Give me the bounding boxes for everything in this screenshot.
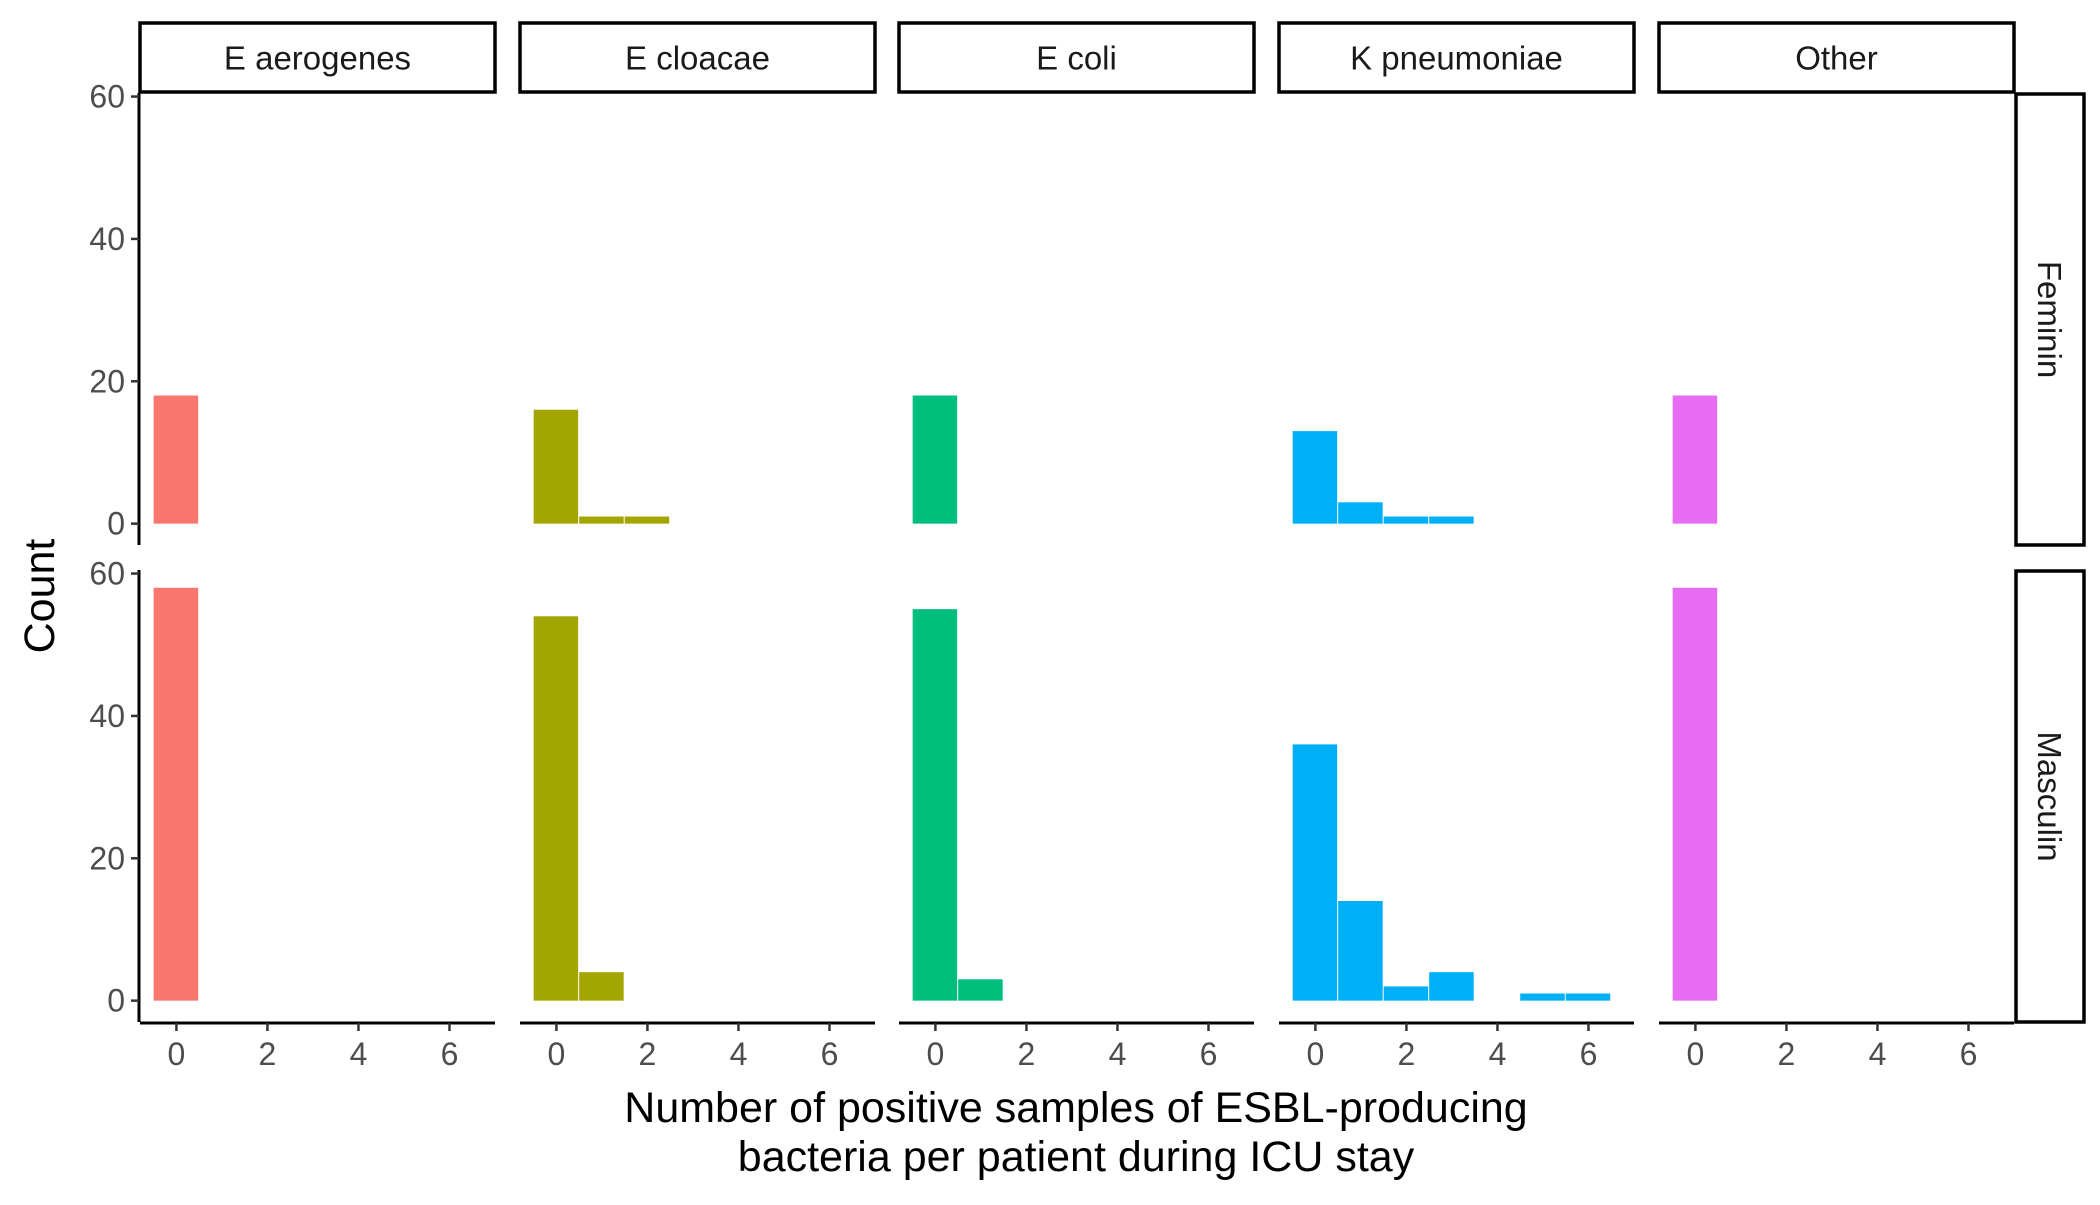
x-tick-label: 0 (1307, 1036, 1325, 1072)
x-tick-label: 0 (168, 1036, 186, 1072)
histogram-bar (1672, 395, 1718, 524)
y-tick-label: 60 (89, 79, 125, 115)
column-strip-label: E aerogenes (224, 40, 411, 77)
row-strip-label: Feminin (2031, 261, 2068, 378)
histogram-bar (912, 395, 958, 524)
x-tick-label: 6 (1580, 1036, 1598, 1072)
histogram-bar (1338, 502, 1383, 524)
y-tick-label: 60 (89, 556, 125, 592)
histogram-bar (912, 609, 958, 1001)
x-tick-label: 6 (1200, 1036, 1218, 1072)
histogram-bar (1292, 744, 1338, 1001)
y-axis-title: Count (16, 539, 64, 654)
histogram-bar (1429, 972, 1474, 1001)
histogram-bar (579, 972, 624, 1001)
column-strip-box (1277, 21, 1636, 94)
bars (153, 395, 1718, 1001)
x-tick-label: 2 (1778, 1036, 1796, 1072)
histogram-bar (1383, 516, 1429, 524)
row-strip-box (2014, 569, 2086, 1024)
column-strip-label: K pneumoniae (1350, 40, 1563, 77)
column-strips: E aerogenes E cloacae E coli K pneumoniae Ot… (138, 21, 2016, 94)
y-tick-label: 20 (89, 840, 125, 876)
histogram-bar (1565, 993, 1611, 1001)
x-tick-label: 2 (1018, 1036, 1036, 1072)
column-strip-box (897, 21, 1256, 94)
y-tick-label: 40 (89, 698, 125, 734)
histogram-bar (624, 516, 670, 524)
x-tick-label: 2 (1398, 1036, 1416, 1072)
histogram-bar (153, 395, 199, 524)
column-strip-box (138, 21, 497, 94)
x-tick-label: 2 (639, 1036, 657, 1072)
y-tick-label: 20 (89, 363, 125, 399)
histogram-bar (1383, 986, 1429, 1001)
y-tick-label: 0 (107, 506, 125, 542)
x-tick-label: 4 (730, 1036, 748, 1072)
histogram-bar (579, 516, 624, 524)
histogram-bar (1338, 900, 1383, 1001)
histogram-bar (1292, 431, 1338, 524)
x-tick-label: 6 (821, 1036, 839, 1072)
x-tick-label: 4 (1869, 1036, 1887, 1072)
x-tick-label: 0 (1687, 1036, 1705, 1072)
histogram-bar (1429, 516, 1474, 524)
column-strip-box (518, 21, 877, 94)
histogram-bar (958, 979, 1003, 1001)
x-axis-title-line-2: bacteria per patient during ICU stay (738, 1133, 1415, 1181)
column-strip-box (1657, 21, 2016, 94)
histogram-bar (1520, 993, 1565, 1001)
x-tick-label: 4 (1109, 1036, 1127, 1072)
histogram-bar (533, 616, 579, 1001)
x-tick-label: 0 (927, 1036, 945, 1072)
x-tick-label: 4 (350, 1036, 368, 1072)
x-tick-label: 6 (1960, 1036, 1978, 1072)
column-strip-label: E cloacae (625, 40, 770, 77)
column-strip-label: Other (1795, 40, 1878, 77)
x-tick-label: 0 (548, 1036, 566, 1072)
histogram-bar (153, 587, 199, 1001)
row-strips: Feminin Masculin (2014, 92, 2086, 1024)
x-axis-title-line-1: Number of positive samples of ESBL-produ… (624, 1084, 1527, 1132)
row-strip-box (2014, 92, 2086, 547)
histogram-bar (1672, 587, 1718, 1001)
x-tick-label: 4 (1489, 1036, 1507, 1072)
x-tick-label: 2 (259, 1036, 277, 1072)
y-tick-label: 0 (107, 983, 125, 1019)
row-strip-label: Masculin (2031, 731, 2068, 861)
x-tick-label: 6 (441, 1036, 459, 1072)
axis-titles: Count Number of positive samples of ESBL… (16, 539, 1528, 1181)
column-strip-label: E coli (1036, 40, 1117, 77)
histogram-bar (533, 409, 579, 524)
y-tick-label: 40 (89, 221, 125, 257)
